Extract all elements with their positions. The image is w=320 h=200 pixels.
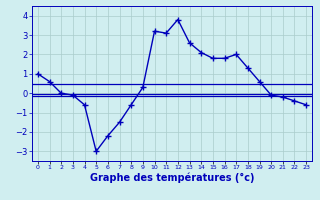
X-axis label: Graphe des températures (°c): Graphe des températures (°c) [90, 173, 254, 183]
